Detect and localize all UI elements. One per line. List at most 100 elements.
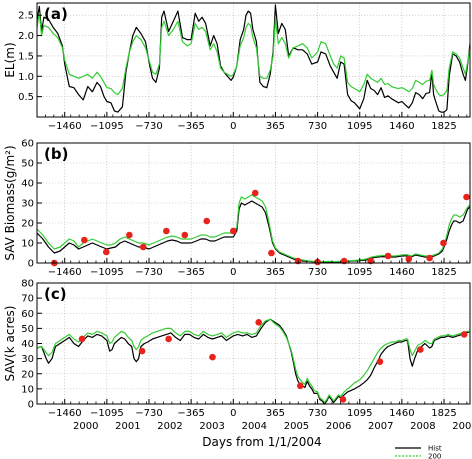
observation-point bbox=[209, 353, 216, 361]
observation-point bbox=[138, 347, 146, 355]
series-hist-line bbox=[36, 200, 471, 263]
y-tick-label: 10 bbox=[21, 384, 34, 395]
x-tick-label: 1095 bbox=[347, 121, 372, 132]
y-tick-label: 40 bbox=[21, 179, 34, 190]
y-tick-label: 0 bbox=[28, 400, 34, 411]
panel-a: −1460 −1095 −730 −365 0 365 730 1095 1460 1825 0.5… bbox=[3, 2, 471, 132]
y-tick-label: 10 bbox=[21, 239, 34, 250]
observation-point bbox=[139, 243, 147, 251]
observation-point bbox=[268, 249, 275, 257]
observation-point bbox=[376, 358, 384, 365]
observation-point bbox=[165, 335, 172, 343]
y-tick-label: 40 bbox=[21, 339, 34, 350]
observation-point bbox=[255, 319, 262, 326]
observation-point bbox=[81, 236, 88, 244]
observation-point bbox=[417, 346, 424, 353]
x-tick-label: 1095 bbox=[347, 267, 372, 278]
x-tick-label: 1095 bbox=[347, 408, 372, 419]
y-tick-label: 70 bbox=[21, 294, 34, 305]
x-tick-label: 1460 bbox=[389, 408, 414, 419]
observation-point bbox=[339, 396, 347, 403]
x-tick-label: −1095 bbox=[90, 121, 124, 132]
x-tick-label: 0 bbox=[230, 408, 236, 419]
observation-point bbox=[296, 382, 304, 390]
observation-point bbox=[229, 227, 237, 235]
y-tick-label: 60 bbox=[21, 309, 34, 320]
plot-frame bbox=[36, 2, 471, 118]
y-tick-label: 2.0 bbox=[18, 31, 34, 42]
y-tick-label: 80 bbox=[21, 279, 34, 290]
x-tick-label: −1460 bbox=[48, 408, 82, 419]
y-tick-label: 60 bbox=[21, 139, 34, 150]
x-tick-label: 730 bbox=[308, 408, 327, 419]
year-label: 2003 bbox=[199, 421, 224, 432]
y-tick-label: 50 bbox=[21, 159, 34, 170]
x-tick-label: 1825 bbox=[431, 267, 456, 278]
x-tick-label: 0 bbox=[230, 267, 236, 278]
x-tick-label: 730 bbox=[308, 267, 327, 278]
x-tick-label: −730 bbox=[135, 408, 162, 419]
panel-label: (a) bbox=[44, 5, 68, 23]
x-axis-label: Days from 1/1/2004 bbox=[202, 435, 321, 449]
observation-point bbox=[102, 248, 110, 256]
observation-point bbox=[163, 227, 170, 235]
year-label: 2001 bbox=[115, 421, 140, 432]
year-label: 2005 bbox=[284, 421, 309, 432]
observation-point bbox=[251, 189, 259, 197]
observation-point bbox=[460, 331, 468, 338]
series-200-line bbox=[36, 12, 471, 97]
y-axis-label: SAV Biomass(g/m²) bbox=[3, 145, 17, 260]
year-label: 2007 bbox=[368, 421, 393, 432]
legend-hist-label: Hist bbox=[428, 445, 442, 453]
observation-point bbox=[426, 254, 433, 262]
y-tick-label: 1.0 bbox=[18, 72, 34, 83]
observation-point bbox=[78, 335, 86, 343]
year-label: 2006 bbox=[326, 421, 351, 432]
y-tick-label: 2.5 bbox=[18, 11, 34, 22]
observation-point bbox=[126, 231, 133, 239]
y-tick-label: 0.5 bbox=[18, 92, 34, 103]
x-tick-label: 365 bbox=[266, 267, 285, 278]
y-axis-label: SAV(k acres) bbox=[3, 306, 17, 382]
x-tick-label: −1095 bbox=[90, 408, 124, 419]
x-tick-label: −1095 bbox=[90, 267, 124, 278]
y-tick-label: 30 bbox=[21, 354, 34, 365]
year-label: 2002 bbox=[157, 421, 182, 432]
observation-point bbox=[405, 255, 413, 263]
x-tick-label: 1460 bbox=[389, 121, 414, 132]
y-tick-label: 20 bbox=[21, 369, 34, 380]
y-tick-label: 30 bbox=[21, 199, 34, 210]
panel-label: (c) bbox=[44, 285, 67, 303]
series-hist-line bbox=[36, 318, 471, 405]
observation-point bbox=[384, 252, 392, 260]
year-label: 2009 bbox=[452, 421, 472, 432]
x-tick-label: 365 bbox=[266, 121, 285, 132]
series-200-line bbox=[36, 194, 471, 263]
panel-b: −1460 −1095 −730 −365 0 365 730 1095 1460 1825 0 10… bbox=[3, 139, 471, 278]
x-tick-label: −730 bbox=[135, 267, 162, 278]
x-tick-label: 1825 bbox=[431, 408, 456, 419]
x-tick-label: −1460 bbox=[48, 121, 82, 132]
panel-c: −1460 −1095 −730 −365 0 365 730 1095 1460 1825 0 10… bbox=[3, 279, 472, 433]
observation-point bbox=[440, 239, 447, 247]
y-tick-label: 50 bbox=[21, 324, 34, 335]
x-tick-label: 1460 bbox=[389, 267, 414, 278]
x-tick-label: −365 bbox=[177, 121, 204, 132]
legend-200-label: 200 bbox=[428, 453, 441, 459]
x-tick-label: 730 bbox=[308, 121, 327, 132]
series-hist-line bbox=[36, 4, 471, 113]
year-label: 2004 bbox=[242, 421, 267, 432]
observation-point bbox=[203, 217, 211, 225]
observation-point bbox=[181, 231, 189, 239]
x-tick-label: −1460 bbox=[48, 267, 82, 278]
y-tick-label: 1.5 bbox=[18, 51, 34, 62]
x-tick-label: 1825 bbox=[431, 121, 456, 132]
legend: Hist 200 bbox=[395, 445, 442, 459]
y-axis-label: EL(m) bbox=[3, 42, 17, 77]
x-tick-label: 0 bbox=[230, 121, 236, 132]
year-label: 2008 bbox=[410, 421, 435, 432]
year-label: 2000 bbox=[73, 421, 98, 432]
panel-label: (b) bbox=[44, 145, 68, 163]
x-tick-label: −365 bbox=[177, 267, 204, 278]
